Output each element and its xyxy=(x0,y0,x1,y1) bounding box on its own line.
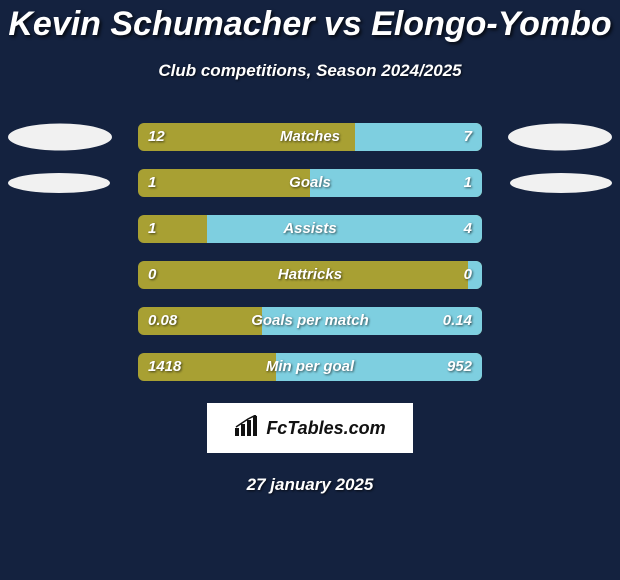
bar-chart-icon xyxy=(234,415,260,442)
stat-label: Min per goal xyxy=(138,353,482,381)
stat-bar: 1 Goals 1 xyxy=(138,169,482,197)
stat-bar: 0.08 Goals per match 0.14 xyxy=(138,307,482,335)
player-left-placeholder xyxy=(8,124,112,151)
stat-value-right: 952 xyxy=(447,353,472,381)
stat-label: Assists xyxy=(138,215,482,243)
stat-row: 12 Matches 7 xyxy=(0,123,620,151)
date-text: 27 january 2025 xyxy=(0,475,620,495)
stat-value-right: 7 xyxy=(464,123,472,151)
stat-value-right: 4 xyxy=(464,215,472,243)
stat-label: Matches xyxy=(138,123,482,151)
stat-value-right: 0.14 xyxy=(443,307,472,335)
stat-bar: 1418 Min per goal 952 xyxy=(138,353,482,381)
stat-label: Goals xyxy=(138,169,482,197)
branding-text: FcTables.com xyxy=(266,418,385,439)
player-right-placeholder xyxy=(508,124,612,151)
subtitle: Club competitions, Season 2024/2025 xyxy=(0,61,620,81)
stat-row: 0.08 Goals per match 0.14 xyxy=(0,307,620,335)
stat-label: Hattricks xyxy=(138,261,482,289)
stat-row: 1 Goals 1 xyxy=(0,169,620,197)
stat-bar: 12 Matches 7 xyxy=(138,123,482,151)
stat-row: 0 Hattricks 0 xyxy=(0,261,620,289)
stat-bar: 1 Assists 4 xyxy=(138,215,482,243)
stat-row: 1418 Min per goal 952 xyxy=(0,353,620,381)
stat-row: 1 Assists 4 xyxy=(0,215,620,243)
stat-value-right: 0 xyxy=(464,261,472,289)
player-left-placeholder xyxy=(8,173,110,193)
player-right-placeholder xyxy=(510,173,612,193)
page-title: Kevin Schumacher vs Elongo-Yombo xyxy=(0,0,620,43)
stats-container: 12 Matches 7 1 Goals 1 1 Assists 4 0 Hat… xyxy=(0,123,620,381)
stat-label: Goals per match xyxy=(138,307,482,335)
stat-bar: 0 Hattricks 0 xyxy=(138,261,482,289)
branding-badge: FcTables.com xyxy=(207,403,413,453)
stat-value-right: 1 xyxy=(464,169,472,197)
